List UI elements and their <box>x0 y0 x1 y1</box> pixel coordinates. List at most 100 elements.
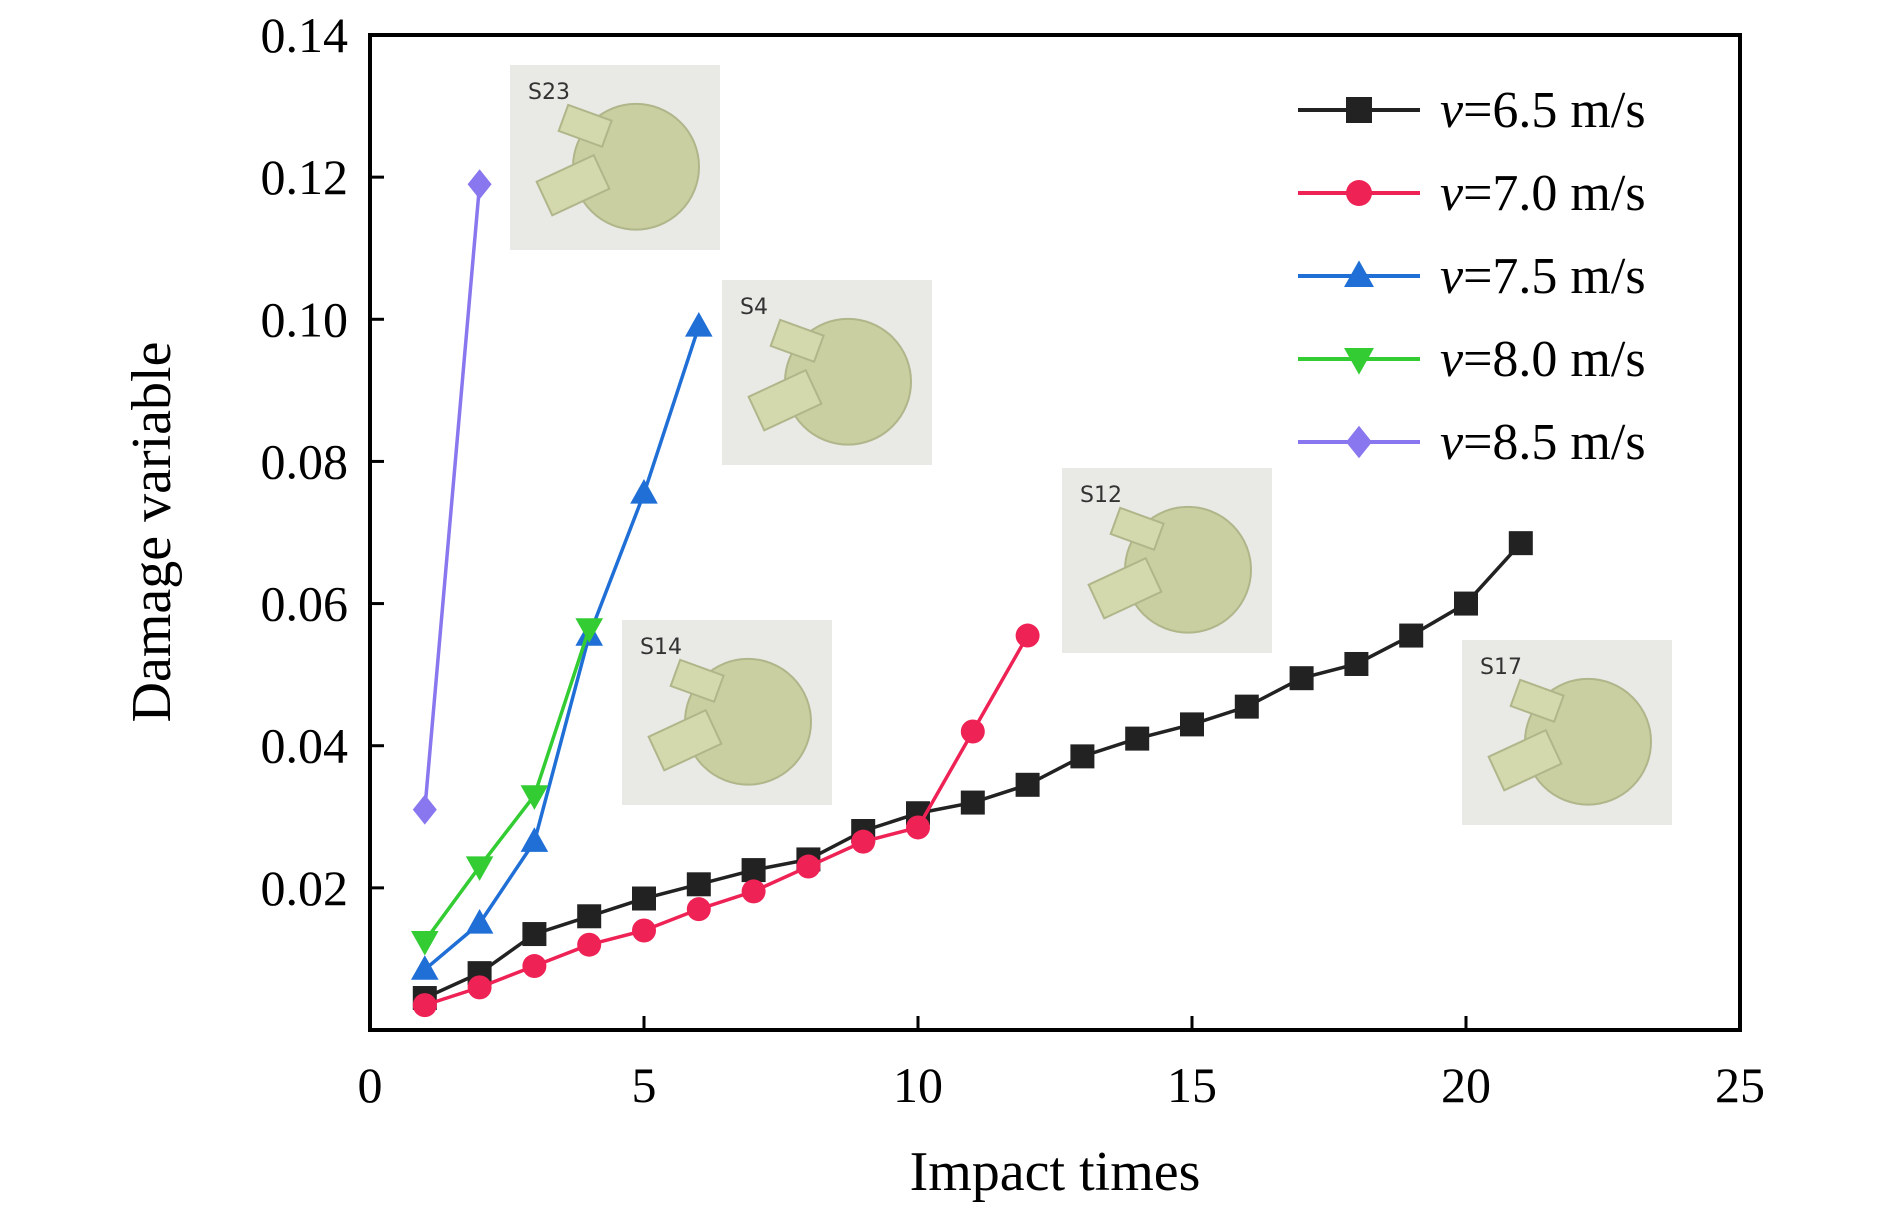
marker-triangle-down <box>575 618 603 643</box>
legend-label: v=8.5 m/s <box>1440 414 1646 471</box>
y-tick-label: 0.02 <box>261 860 349 916</box>
marker-circle <box>522 954 547 979</box>
marker-square <box>741 858 766 883</box>
legend-label-variable: v <box>1440 82 1464 139</box>
specimen-fragment <box>1487 728 1563 792</box>
specimen-fragment <box>1087 556 1163 620</box>
specimen-photo: S23 <box>510 65 720 250</box>
marker-circle <box>960 719 985 744</box>
marker-circle <box>686 897 711 922</box>
specimen-fragment <box>535 153 611 217</box>
x-tick-label: 5 <box>632 1057 657 1113</box>
y-tick-label: 0.12 <box>261 149 349 205</box>
x-axis-title: Impact times <box>910 1141 1201 1203</box>
series-1 <box>412 623 1040 1018</box>
legend-label: v=8.0 m/s <box>1440 331 1646 388</box>
legend-label-value: =7.0 m/s <box>1463 165 1645 222</box>
x-tick-label: 15 <box>1167 1057 1217 1113</box>
marker-square <box>1346 97 1372 123</box>
marker-square <box>960 790 985 815</box>
specimen-fragment <box>769 318 825 364</box>
specimen-label: S23 <box>528 80 570 105</box>
legend-label: v=6.5 m/s <box>1440 82 1646 139</box>
marker-triangle-up <box>520 827 549 852</box>
series-line <box>424 541 1523 1000</box>
legend-label: v=7.5 m/s <box>1440 248 1646 305</box>
specimen-photo: S12 <box>1062 468 1272 653</box>
y-tick-label: 0.10 <box>261 291 349 347</box>
marker-circle <box>796 854 821 879</box>
x-tick-label: 20 <box>1441 1057 1491 1113</box>
specimen-fragment <box>1109 506 1165 552</box>
marker-circle <box>577 932 602 957</box>
marker-square <box>522 922 547 947</box>
specimen-label: S17 <box>1480 655 1522 680</box>
marker-triangle-up <box>630 479 658 504</box>
marker-triangle-up <box>411 955 439 980</box>
marker-square <box>1289 666 1314 691</box>
photos-layer: S23 S4 S14 S12 S17 <box>510 65 1672 825</box>
marker-square <box>1180 712 1204 737</box>
specimen-photo: S14 <box>622 620 832 805</box>
legend-label-value: =8.5 m/s <box>1463 414 1645 471</box>
specimen-label: S14 <box>640 635 682 660</box>
marker-square <box>1344 651 1369 676</box>
marker-triangle-down <box>520 785 549 810</box>
marker-circle <box>632 918 656 943</box>
specimen-fragment <box>669 658 725 704</box>
ticks-layer: 0 5 10 15 20 25 0.02 0.04 0.06 0.08 0.10 0.12 0.14 <box>261 7 1766 1113</box>
marker-square <box>632 886 656 911</box>
marker-circle <box>1346 180 1372 206</box>
x-tick-label: 25 <box>1715 1057 1765 1113</box>
y-tick-label: 0.04 <box>261 718 349 774</box>
specimen-label: S12 <box>1080 483 1122 508</box>
marker-circle <box>412 993 437 1018</box>
y-tick-label: 0.08 <box>261 433 349 489</box>
marker-triangle-up <box>465 908 494 934</box>
series-line <box>423 627 591 943</box>
marker-circle <box>906 815 930 840</box>
marker-diamond <box>412 794 437 825</box>
marker-square <box>1015 772 1040 797</box>
legend-label: v=7.0 m/s <box>1440 165 1646 222</box>
specimen-fragment <box>557 103 613 149</box>
legend: v=6.5 m/sv=7.0 m/sv=7.5 m/sv=8.0 m/sv=8.… <box>1298 82 1646 471</box>
specimen-photo: S17 <box>1462 640 1672 825</box>
specimen-fragment <box>1509 678 1565 724</box>
marker-square <box>1125 726 1150 751</box>
marker-circle <box>467 975 492 1000</box>
marker-square <box>1454 591 1478 616</box>
marker-triangle-down <box>1344 347 1374 375</box>
marker-square <box>577 904 602 929</box>
marker-triangle-up <box>1344 260 1374 288</box>
legend-label-value: =8.0 m/s <box>1463 331 1645 388</box>
x-tick-label: 0 <box>358 1057 383 1113</box>
specimen-fragment <box>747 368 823 432</box>
marker-circle <box>851 829 876 854</box>
y-tick-label: 0.14 <box>261 7 349 63</box>
marker-square <box>1070 744 1095 769</box>
x-tick-label: 10 <box>893 1057 943 1113</box>
specimen-photo: S4 <box>722 280 932 465</box>
marker-diamond <box>1346 425 1372 459</box>
series-layer <box>411 169 1533 1018</box>
specimen-label: S4 <box>740 295 768 320</box>
legend-label-value: =6.5 m/s <box>1463 82 1645 139</box>
legend-label-variable: v <box>1440 165 1464 222</box>
marker-triangle-down <box>465 856 494 881</box>
marker-square <box>1399 623 1424 648</box>
marker-triangle-up <box>685 311 713 337</box>
series-4 <box>412 169 492 825</box>
marker-diamond <box>467 169 492 200</box>
series-3 <box>411 618 603 956</box>
specimen-fragment <box>647 708 723 772</box>
legend-label-variable: v <box>1440 248 1464 305</box>
marker-square <box>686 872 711 897</box>
legend-label-variable: v <box>1440 414 1464 471</box>
y-tick-label: 0.06 <box>261 576 349 632</box>
marker-circle <box>1015 623 1040 648</box>
legend-label-value: =7.5 m/s <box>1463 248 1645 305</box>
plot-frame <box>368 33 1742 1032</box>
series-line <box>423 184 482 810</box>
